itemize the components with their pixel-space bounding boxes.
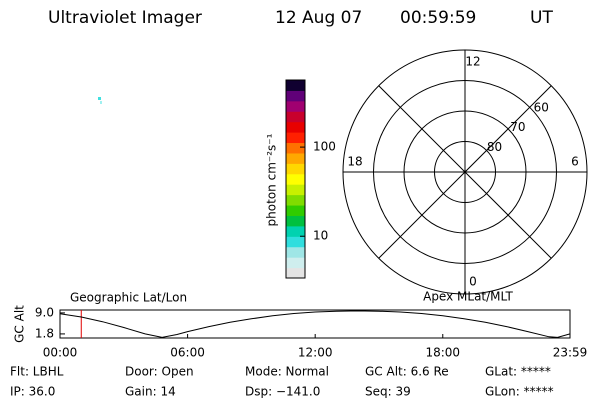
date: 12 Aug 07: [275, 8, 362, 28]
polar-spoke: [378, 85, 552, 259]
x-tick-label: 00:00: [43, 346, 78, 360]
mlt-label: 12: [465, 55, 480, 69]
color-block: [286, 236, 305, 248]
info-field: Gain: 14: [125, 385, 176, 399]
x-tick-label: 23:59: [553, 346, 588, 360]
color-block: [286, 194, 305, 206]
info-field: GLat: *****: [485, 365, 551, 379]
y-axis-label: GC Alt: [13, 305, 27, 343]
info-field: Mode: Normal: [245, 365, 329, 379]
color-block: [286, 257, 305, 269]
panel-label: Geographic Lat/Lon: [70, 291, 187, 305]
colorbar-label: photon cm⁻²s⁻¹: [265, 133, 279, 226]
color-block: [286, 246, 305, 258]
y-tick-label: 9.0: [35, 305, 54, 319]
mlt-label: 18: [347, 155, 362, 169]
time: 00:59:59: [400, 8, 476, 28]
colorbar-tick-label: 100: [313, 140, 336, 154]
color-block: [286, 267, 305, 279]
y-tick-label: 1.8: [35, 326, 54, 340]
color-block: [286, 184, 305, 196]
info-field: GC Alt: 6.6 Re: [365, 365, 449, 379]
color-block: [286, 121, 305, 133]
info-field: Flt: LBHL: [10, 365, 64, 379]
polar-title: Apex MLat/MLT: [423, 290, 513, 304]
colorbar-frame: [285, 79, 306, 279]
ring-label: 80: [487, 140, 502, 154]
ring-label: 70: [510, 120, 525, 134]
color-block: [286, 132, 305, 144]
x-tick-label: 18:00: [425, 346, 460, 360]
info-field: Door: Open: [125, 365, 194, 379]
color-block: [286, 163, 305, 175]
title: Ultraviolet Imager: [48, 8, 202, 28]
info-field: Dsp: −141.0: [245, 385, 320, 399]
image-pixel: [100, 101, 102, 104]
x-tick-label: 12:00: [298, 346, 333, 360]
color-block: [286, 142, 305, 154]
info-field: Seq: 39: [365, 385, 411, 399]
color-block: [286, 225, 305, 237]
x-tick-label: 06:00: [170, 346, 205, 360]
color-block: [286, 173, 305, 185]
color-block: [286, 90, 305, 102]
mlt-label: 6: [571, 155, 579, 169]
altitude-line: [59, 310, 571, 338]
info-field: IP: 36.0: [10, 385, 55, 399]
color-block: [286, 205, 305, 216]
color-block: [286, 80, 305, 91]
info-field: GLon: *****: [485, 385, 554, 399]
color-block: [286, 152, 305, 164]
image-pixel: [98, 97, 101, 100]
timezone: UT: [530, 8, 553, 28]
colorbar-tick-label: 10: [313, 229, 328, 243]
color-block: [286, 215, 305, 227]
ring-label: 60: [534, 101, 549, 115]
mlt-label: 0: [469, 275, 477, 289]
color-block: [286, 111, 305, 123]
color-block: [286, 100, 305, 112]
